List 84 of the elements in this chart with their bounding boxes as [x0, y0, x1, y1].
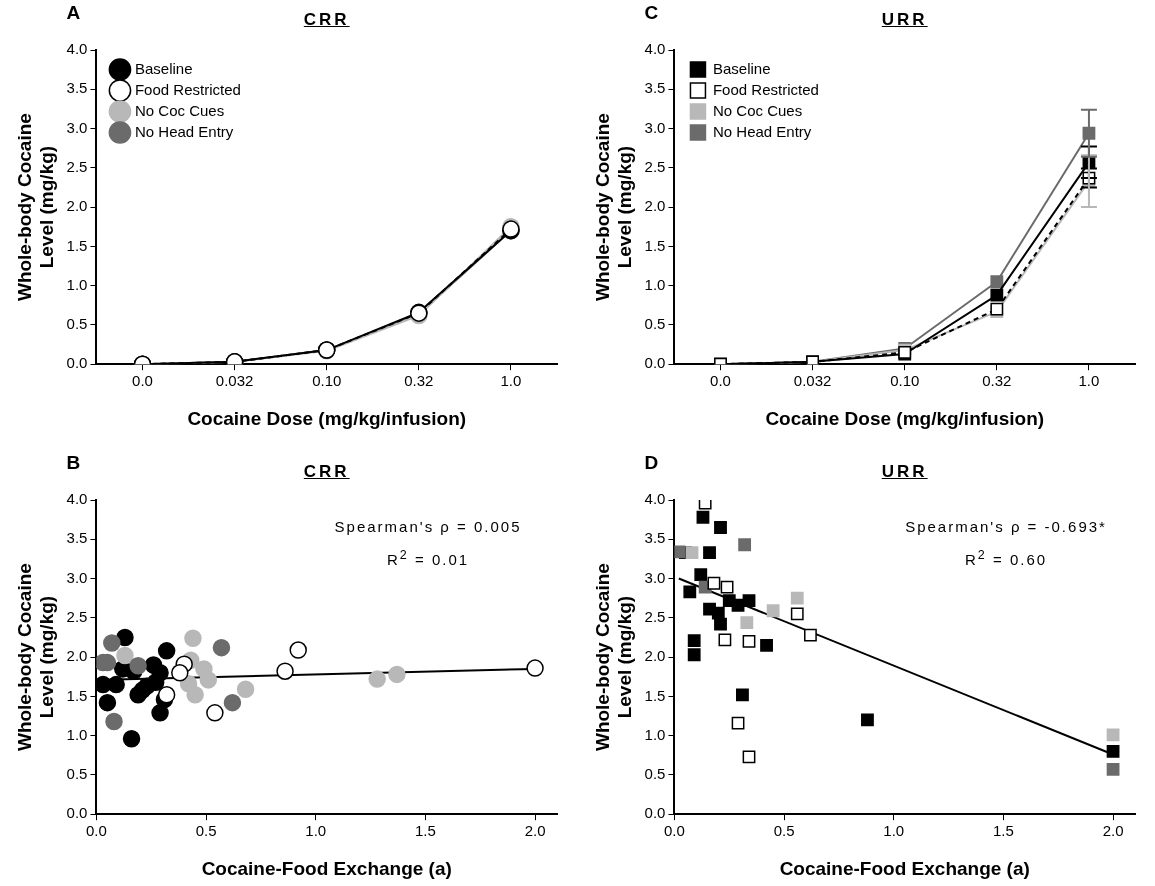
y-axis-title: Whole-body Cocaine Level (mg/kg) [13, 563, 58, 752]
annotation: R$^{2}$ = 0.60 [964, 548, 1048, 568]
text: B [66, 452, 81, 474]
chart-title: URR [881, 10, 928, 30]
chart-title: URR [881, 462, 928, 482]
y-tick-label: 2.0 [66, 197, 88, 215]
y-tick-label: 2.5 [66, 157, 88, 175]
y-tick-label: 3.0 [66, 568, 88, 586]
y-tick-label: 1.5 [644, 236, 666, 254]
annotation: R$^{2}$ = 0.01 [386, 548, 470, 568]
x-tick-label: 1.0 [1078, 372, 1100, 390]
x-tick-label: 0.5 [195, 822, 217, 840]
y-tick-label: 2.0 [66, 647, 88, 665]
x-tick-label: 2.0 [1102, 822, 1124, 840]
y-tick-label: 1.0 [644, 275, 666, 293]
annotation: Spearman's ρ = -0.693* [905, 518, 1107, 535]
x-tick-label: 0.10 [312, 372, 342, 390]
text: D [644, 452, 659, 474]
y-tick-label: 0.0 [66, 804, 88, 822]
legend-label: No Coc Cues [712, 101, 803, 119]
x-tick-label: 0.10 [890, 372, 920, 390]
y-tick-label: 4.0 [644, 490, 666, 508]
x-tick-label: 0.32 [404, 372, 434, 390]
x-tick-label: 0.032 [793, 372, 832, 390]
x-axis-title: Cocaine-Food Exchange (a) [201, 857, 452, 879]
y-axis-title: Whole-body Cocaine Level (mg/kg) [591, 563, 636, 752]
y-tick-label: 2.5 [644, 607, 666, 625]
annotation: Spearman's ρ = 0.005 [334, 518, 522, 535]
y-tick-label: 3.5 [644, 529, 666, 547]
y-tick-label: 2.5 [66, 607, 88, 625]
legend-label: No Head Entry [134, 122, 234, 140]
y-tick-label: 0.0 [66, 354, 88, 372]
y-tick-label: 1.0 [644, 725, 666, 743]
y-tick-label: 0.5 [644, 765, 666, 783]
y-tick-label: 1.5 [644, 686, 666, 704]
y-tick-label: 3.0 [66, 118, 88, 136]
y-tick-label: 0.5 [644, 315, 666, 333]
y-tick-label: 3.0 [644, 118, 666, 136]
y-tick-label: 0.5 [66, 765, 88, 783]
legend-label: Food Restricted [712, 80, 819, 98]
x-tick-label: 0.32 [982, 372, 1012, 390]
legend-label: Baseline [712, 59, 771, 77]
y-tick-label: 0.0 [644, 354, 666, 372]
x-tick-label: 1.5 [992, 822, 1014, 840]
y-tick-label: 3.0 [644, 568, 666, 586]
x-tick-label: 0.0 [86, 822, 107, 840]
y-tick-label: 4.0 [644, 40, 666, 58]
y-tick-label: 2.5 [644, 157, 666, 175]
x-tick-label: 1.5 [414, 822, 436, 840]
y-tick-label: 0.0 [644, 804, 666, 822]
y-tick-label: 2.0 [644, 197, 666, 215]
y-tick-label: 1.5 [66, 686, 88, 704]
legend-label: No Coc Cues [134, 101, 225, 119]
y-tick-label: 0.5 [66, 315, 88, 333]
x-axis-title: Cocaine Dose (mg/kg/infusion) [187, 407, 467, 429]
x-tick-label: 0.0 [132, 372, 153, 390]
y-tick-label: 1.5 [66, 236, 88, 254]
x-tick-label: 0.0 [664, 822, 685, 840]
y-tick-label: 3.5 [644, 79, 666, 97]
x-tick-label: 1.0 [500, 372, 522, 390]
y-axis-title: Whole-body Cocaine Level (mg/kg) [13, 113, 58, 302]
x-axis-title: Cocaine-Food Exchange (a) [779, 857, 1030, 879]
x-axis-title: Cocaine Dose (mg/kg/infusion) [765, 407, 1045, 429]
legend-label: Food Restricted [134, 80, 241, 98]
x-tick-label: 0.5 [773, 822, 795, 840]
legend-label: No Head Entry [712, 122, 812, 140]
legend-label: Baseline [134, 59, 193, 77]
x-tick-label: 2.0 [524, 822, 546, 840]
y-tick-label: 1.0 [66, 275, 88, 293]
chart-title: CRR [303, 462, 350, 482]
x-tick-label: 0.032 [215, 372, 254, 390]
chart-title: CRR [303, 10, 350, 30]
x-tick-label: 1.0 [305, 822, 327, 840]
y-tick-label: 4.0 [66, 490, 88, 508]
y-axis-title: Whole-body Cocaine Level (mg/kg) [591, 113, 636, 302]
y-tick-label: 3.5 [66, 529, 88, 547]
x-tick-label: 1.0 [883, 822, 905, 840]
y-tick-label: 3.5 [66, 79, 88, 97]
y-tick-label: 2.0 [644, 647, 666, 665]
y-tick-label: 1.0 [66, 725, 88, 743]
x-tick-label: 0.0 [710, 372, 731, 390]
text: A [66, 2, 81, 24]
text: C [644, 2, 659, 24]
y-tick-label: 4.0 [66, 40, 88, 58]
